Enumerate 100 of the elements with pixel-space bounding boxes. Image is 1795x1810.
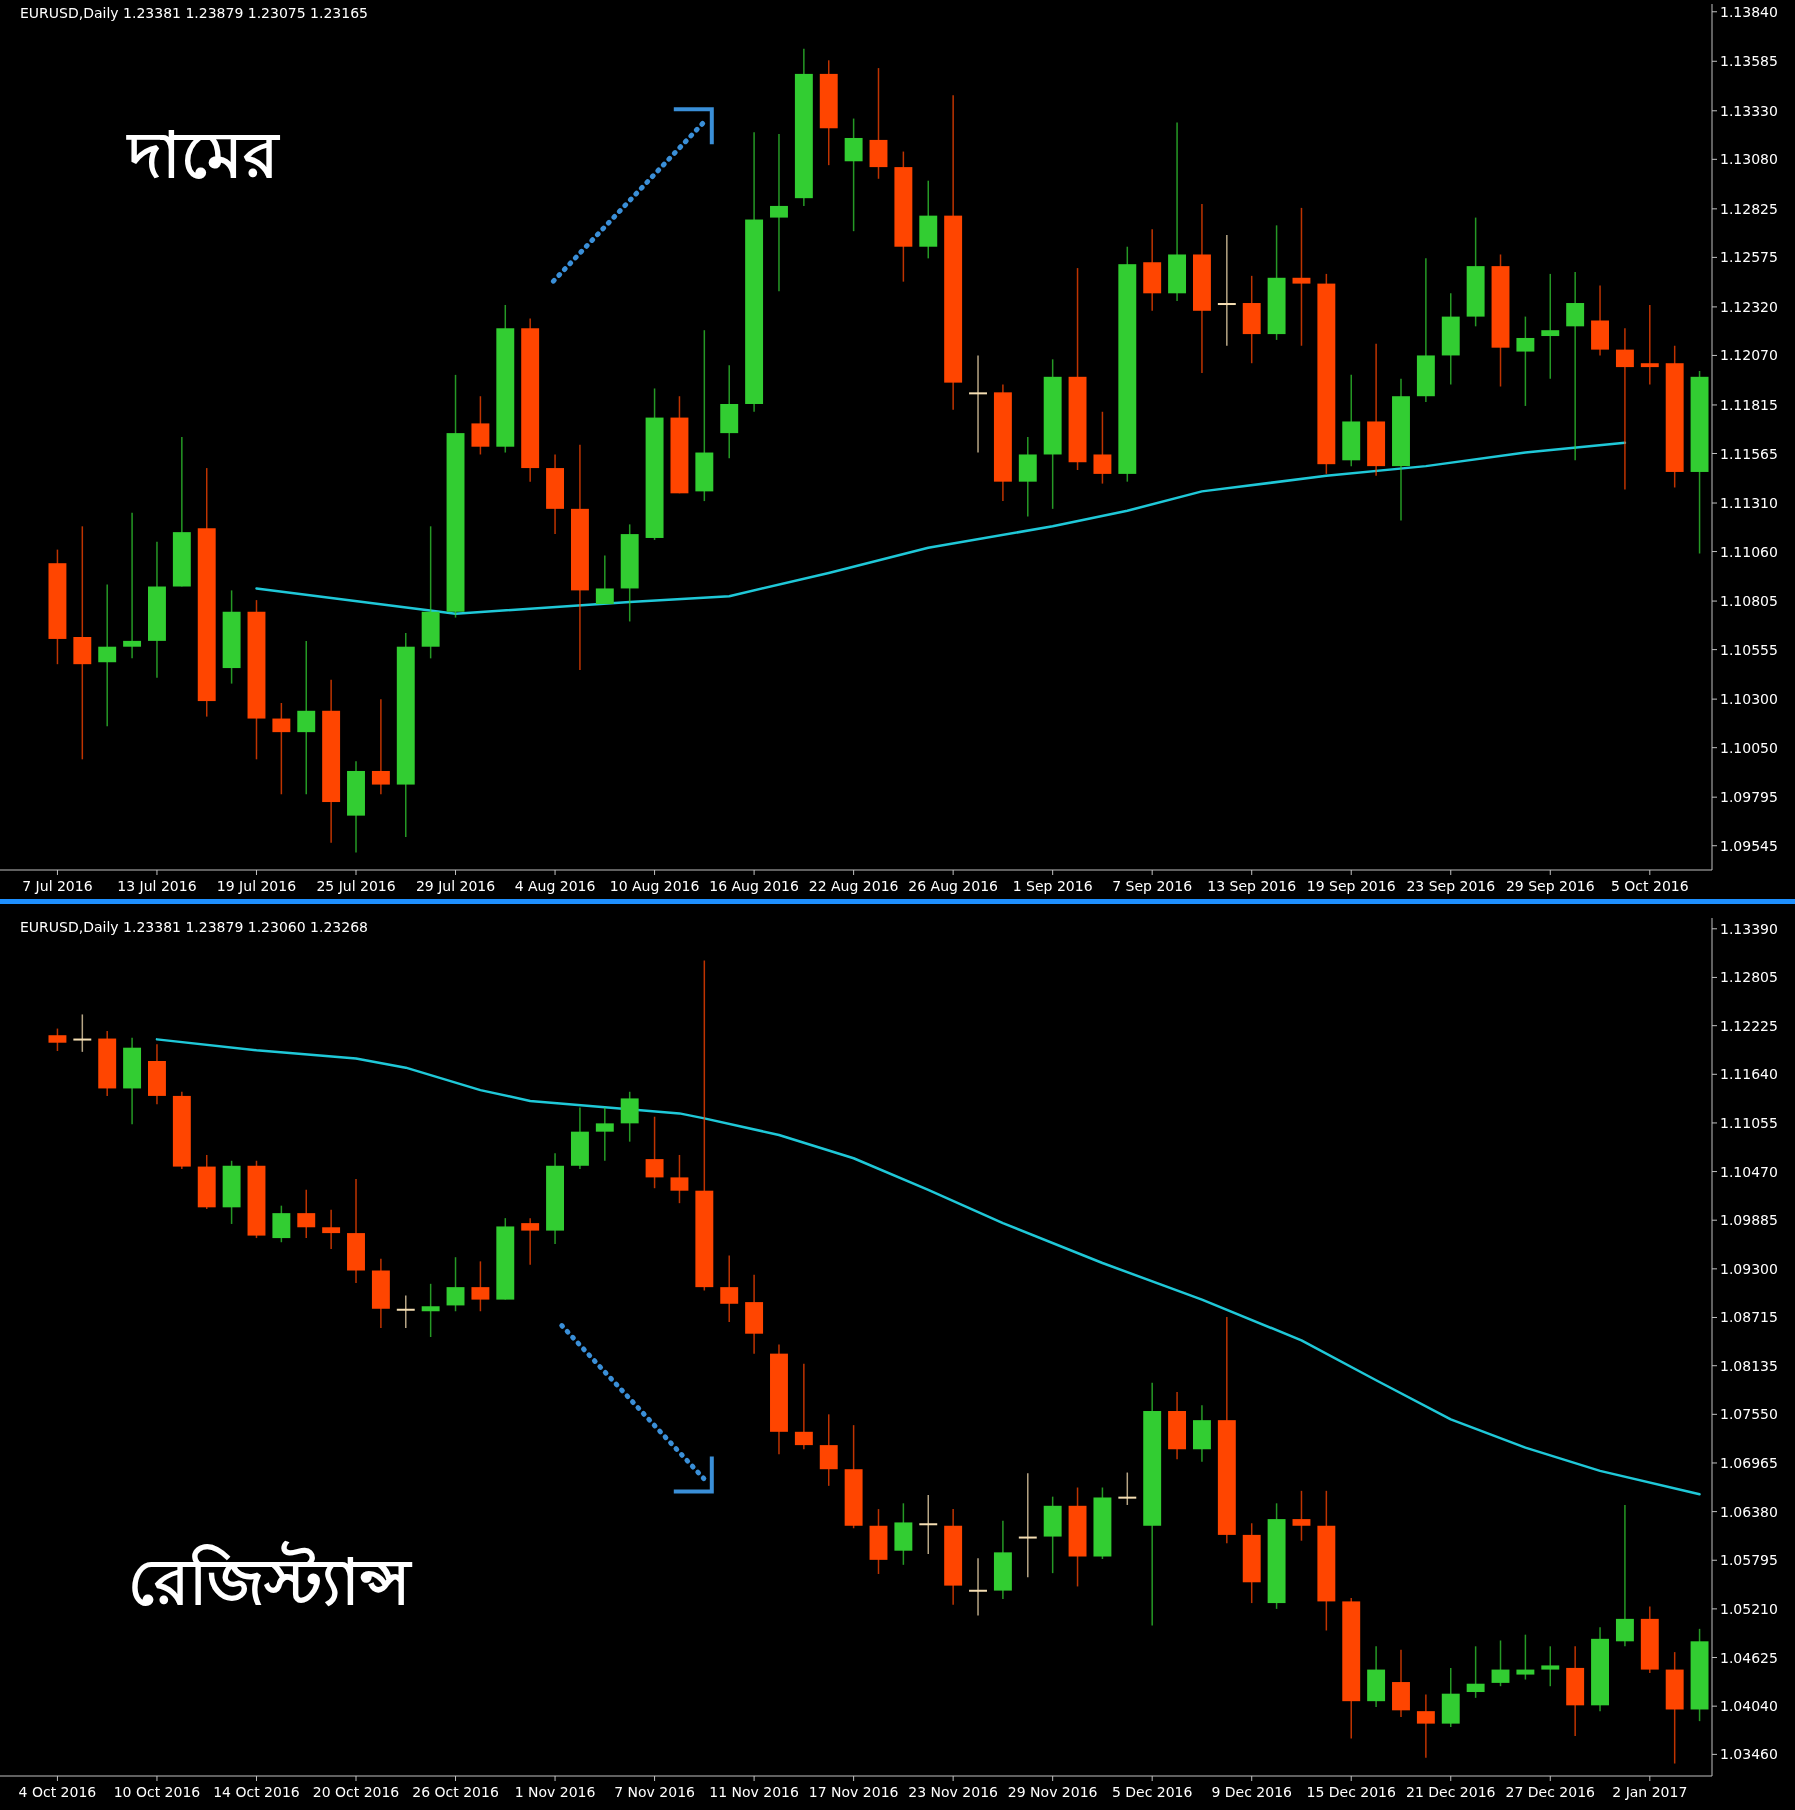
candlestick	[1093, 411, 1112, 485]
y-tick-label: 1.10555	[1720, 641, 1778, 658]
candlestick	[844, 117, 863, 232]
candlestick	[73, 525, 92, 761]
x-tick-label: 1 Nov 2016	[514, 1784, 596, 1800]
x-tick-label: 19 Sep 2016	[1306, 878, 1396, 894]
candlestick	[322, 1209, 341, 1250]
x-tick-label: 2 Jan 2017	[1612, 1784, 1688, 1800]
x-tick-label: 16 Aug 2016	[709, 878, 800, 894]
candlestick	[98, 583, 117, 728]
candlestick	[297, 1189, 316, 1239]
y-tick-label: 1.11640	[1720, 1066, 1778, 1083]
candlestick	[794, 1362, 813, 1451]
x-tick-label: 29 Nov 2016	[1007, 1784, 1098, 1800]
candlestick	[48, 1027, 67, 1052]
y-tick-label: 1.12225	[1720, 1017, 1778, 1034]
y-tick-label: 1.08715	[1720, 1309, 1778, 1326]
x-tick-label: 27 Dec 2016	[1505, 1784, 1596, 1800]
candlestick	[1541, 1645, 1560, 1687]
y-tick-label: 1.06965	[1720, 1454, 1778, 1471]
candlestick	[521, 1217, 540, 1266]
candlestick	[1217, 234, 1236, 347]
y-tick-label: 1.11055	[1720, 1114, 1778, 1131]
x-tick-label: 9 Dec 2016	[1211, 1784, 1293, 1800]
y-tick-label: 1.11060	[1720, 543, 1778, 560]
x-tick-label: 23 Sep 2016	[1406, 878, 1496, 894]
annotation: দামের	[126, 118, 282, 193]
candlestick	[123, 511, 142, 660]
candlestick	[1466, 1645, 1485, 1699]
candlestick	[421, 1283, 440, 1338]
x-tick-label: 13 Jul 2016	[117, 878, 197, 894]
y-tick-label: 1.09885	[1720, 1212, 1778, 1229]
y-tick-label: 1.07550	[1720, 1406, 1778, 1423]
x-tick-label: 5 Dec 2016	[1111, 1784, 1193, 1800]
candlestick	[471, 1260, 490, 1312]
candlestick	[645, 1115, 664, 1189]
line-series	[255, 441, 1627, 615]
candlestick	[73, 1013, 92, 1053]
chart-title: EURUSD,Daily 1.23381 1.23879 1.23060 1.23268	[20, 919, 368, 935]
x-tick-label: 29 Sep 2016	[1505, 878, 1595, 894]
y-tick-label: 1.12805	[1720, 969, 1778, 986]
candlestick	[1541, 273, 1560, 380]
x-tick-label: 5 Oct 2016	[1610, 878, 1689, 894]
y-tick-label: 1.10805	[1720, 593, 1778, 610]
y-tick-label: 1.11815	[1720, 396, 1778, 413]
candlestick	[720, 1254, 739, 1323]
candlestick	[969, 1557, 987, 1617]
y-tick-label: 1.06380	[1720, 1503, 1778, 1520]
candlestick	[1292, 207, 1311, 347]
x-tick-label: 1 Sep 2016	[1012, 878, 1093, 894]
candlestick	[1615, 327, 1634, 491]
candlestick	[670, 1154, 689, 1204]
candlestick	[1516, 1633, 1535, 1681]
line-series	[155, 1038, 1701, 1496]
y-tick-label: 1.13080	[1720, 151, 1778, 168]
x-tick-label: 14 Oct 2016	[213, 1784, 300, 1800]
x-tick-label: 7 Nov 2016	[614, 1784, 696, 1800]
y-tick-label: 1.04625	[1720, 1649, 1778, 1666]
y-tick-label: 1.13840	[1720, 3, 1778, 20]
y-tick-label: 1.09795	[1720, 789, 1778, 806]
candlestick	[1416, 1693, 1435, 1759]
candlestick	[1292, 1490, 1311, 1542]
candlestick	[919, 1494, 938, 1555]
x-tick-label: 25 Jul 2016	[316, 878, 396, 894]
x-tick-label: 7 Sep 2016	[1112, 878, 1193, 894]
y-tick-label: 1.09300	[1720, 1260, 1778, 1277]
x-tick-label: 13 Sep 2016	[1207, 878, 1297, 894]
x-tick-label: 20 Oct 2016	[312, 1784, 400, 1800]
candlestick	[1566, 271, 1585, 462]
candlestick	[1640, 304, 1659, 386]
candlestick	[595, 554, 614, 605]
y-tick-label: 1.13330	[1720, 102, 1778, 119]
candlestick	[446, 1256, 465, 1312]
y-tick-label: 1.12070	[1720, 347, 1778, 364]
candlestick	[297, 640, 316, 796]
x-tick-label: 22 Aug 2016	[808, 878, 899, 894]
annotation: রেজিস্ট্যান্স	[128, 1540, 414, 1620]
x-tick-label: 17 Nov 2016	[808, 1784, 899, 1800]
y-tick-label: 1.05795	[1720, 1552, 1778, 1569]
y-tick-label: 1.12575	[1720, 249, 1778, 266]
candlestick	[1118, 1471, 1137, 1506]
candlestick	[471, 395, 490, 456]
y-tick-label: 1.10050	[1720, 739, 1778, 756]
x-tick-label: 10 Aug 2016	[609, 878, 700, 894]
candlestick	[595, 1106, 614, 1162]
x-tick-label: 26 Aug 2016	[908, 878, 999, 894]
x-tick-label: 10 Oct 2016	[113, 1784, 201, 1800]
candlestick	[1018, 1472, 1037, 1579]
x-tick-label: 4 Oct 2016	[18, 1784, 97, 1800]
x-tick-label: 19 Jul 2016	[216, 878, 297, 894]
x-tick-label: 11 Nov 2016	[709, 1784, 800, 1800]
y-tick-label: 1.10300	[1720, 691, 1778, 708]
x-tick-label: 29 Jul 2016	[415, 878, 496, 894]
y-tick-label: 1.09545	[1720, 837, 1778, 854]
y-tick-label: 1.12320	[1720, 298, 1778, 315]
y-tick-label: 1.10470	[1720, 1163, 1778, 1180]
y-tick-label: 1.11565	[1720, 445, 1778, 462]
y-tick-label: 1.04040	[1720, 1698, 1778, 1715]
x-tick-label: 15 Dec 2016	[1306, 1784, 1397, 1800]
y-tick-label: 1.08135	[1720, 1357, 1778, 1374]
